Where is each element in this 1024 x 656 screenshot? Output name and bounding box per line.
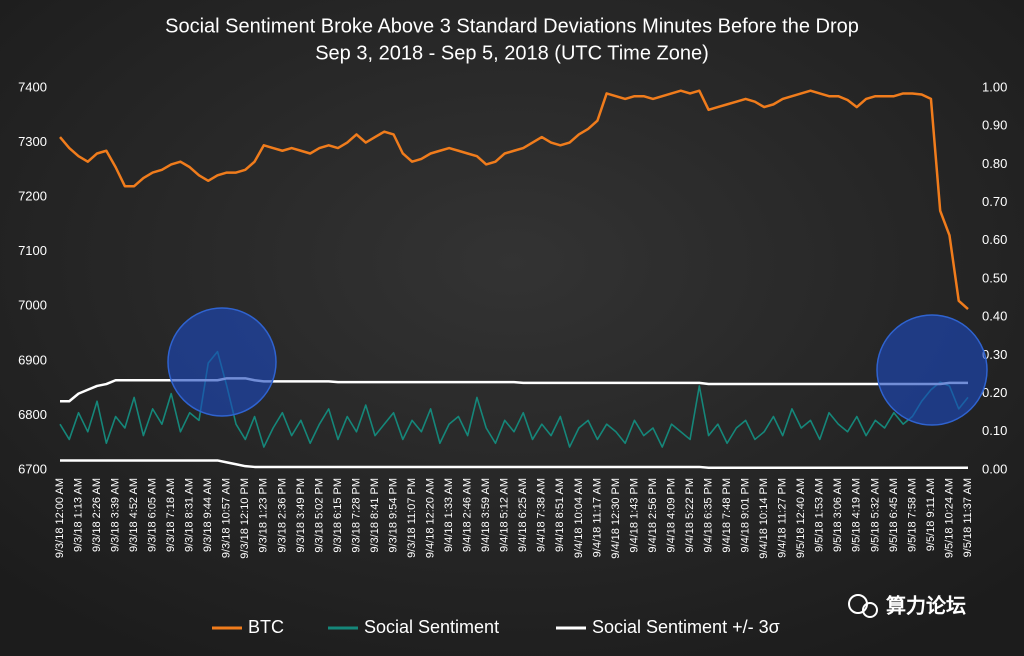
y-tick-label: 7100	[18, 243, 47, 258]
x-tick-label: 9/3/18 2:26 AM	[91, 478, 103, 552]
x-tick-label: 9/4/18 5:22 PM	[684, 478, 696, 553]
x-tick-label: 9/3/18 8:41 PM	[369, 478, 381, 553]
x-tick-label: 9/5/18 7:58 AM	[906, 478, 918, 552]
x-tick-label: 9/3/18 4:52 AM	[128, 478, 140, 552]
x-tick-label: 9/5/18 10:24 AM	[943, 478, 955, 558]
y2-tick-label: 1.00	[982, 79, 1007, 94]
x-tick-label: 9/5/18 6:45 AM	[888, 478, 900, 552]
y2-tick-label: 0.50	[982, 270, 1007, 285]
x-tick-label: 9/3/18 7:18 AM	[165, 478, 177, 552]
x-tick-label: 9/3/18 7:28 PM	[350, 478, 362, 553]
highlight-circle	[876, 314, 988, 426]
x-tick-label: 9/4/18 10:14 PM	[758, 478, 770, 559]
x-tick-label: 9/4/18 11:27 PM	[777, 478, 789, 558]
x-tick-label: 9/4/18 8:51 AM	[554, 478, 566, 552]
x-tick-label: 9/4/18 7:48 PM	[721, 478, 733, 553]
y2-tick-label: 0.80	[982, 156, 1007, 171]
x-tick-label: 9/3/18 6:15 PM	[332, 478, 344, 553]
x-tick-label: 9/3/18 11:07 PM	[406, 478, 418, 558]
y-tick-label: 7200	[18, 189, 47, 204]
x-tick-label: 9/4/18 7:38 AM	[536, 478, 548, 552]
x-tick-label: 9/5/18 5:32 AM	[869, 478, 881, 552]
y2-tick-label: 0.10	[982, 423, 1007, 438]
y2-tick-label: 0.20	[982, 385, 1007, 400]
series-line-lower	[60, 459, 968, 469]
watermark: 算力论坛	[848, 593, 966, 618]
chart-title: Social Sentiment Broke Above 3 Standard …	[165, 15, 859, 37]
y2-tick-label: 0.70	[982, 194, 1007, 209]
y-tick-label: 7000	[18, 298, 47, 313]
legend-label: Social Sentiment	[364, 617, 499, 637]
x-tick-label: 9/4/18 6:35 PM	[702, 478, 714, 553]
x-tick-label: 9/4/18 11:17 AM	[591, 478, 603, 557]
watermark-text: 算力论坛	[886, 593, 966, 617]
x-tick-label: 9/3/18 12:10 PM	[239, 478, 251, 559]
y2-tick-label: 0.60	[982, 232, 1007, 247]
y-tick-label: 6900	[18, 352, 47, 367]
x-tick-label: 9/5/18 11:37 AM	[962, 478, 974, 557]
x-tick-label: 9/4/18 10:04 AM	[573, 478, 585, 558]
x-tick-label: 9/3/18 2:36 PM	[276, 478, 288, 553]
y2-tick-label: 0.00	[982, 461, 1007, 476]
x-tick-label: 9/3/18 3:49 PM	[295, 478, 307, 553]
x-tick-label: 9/3/18 6:05 AM	[147, 478, 159, 552]
x-tick-label: 9/4/18 12:30 PM	[610, 478, 622, 559]
x-tick-label: 9/3/18 3:39 AM	[109, 478, 121, 552]
x-tick-label: 9/5/18 4:19 AM	[851, 478, 863, 552]
x-tick-label: 9/3/18 1:23 PM	[258, 478, 270, 553]
x-tick-label: 9/4/18 4:09 PM	[665, 478, 677, 553]
x-tick-label: 9/5/18 3:06 AM	[832, 478, 844, 552]
x-tick-label: 9/4/18 1:33 AM	[443, 478, 455, 552]
x-tick-label: 9/4/18 12:20 AM	[425, 478, 437, 558]
x-tick-label: 9/3/18 5:02 PM	[313, 478, 325, 553]
chart-subtitle: Sep 3, 2018 - Sep 5, 2018 (UTC Time Zone…	[315, 42, 709, 64]
x-tick-label: 9/3/18 9:44 AM	[202, 478, 214, 552]
x-tick-label: 9/4/18 2:46 AM	[462, 478, 474, 552]
x-tick-label: 9/4/18 6:25 AM	[517, 478, 529, 552]
y-tick-label: 6700	[18, 461, 47, 476]
watermark-icon	[862, 602, 878, 618]
x-tick-label: 9/4/18 9:01 PM	[740, 478, 752, 553]
legend-label: Social Sentiment +/- 3σ	[592, 617, 780, 637]
y-tick-label: 6800	[18, 407, 47, 422]
x-tick-label: 9/4/18 5:12 AM	[499, 478, 511, 552]
x-tick-label: 9/4/18 2:56 PM	[647, 478, 659, 553]
series-line	[59, 89, 969, 310]
legend-label: BTC	[248, 617, 284, 637]
y-tick-label: 7300	[18, 134, 47, 149]
x-tick-label: 9/3/18 9:54 PM	[387, 478, 399, 553]
x-tick-label: 9/4/18 1:43 PM	[628, 478, 640, 553]
x-tick-label: 9/4/18 3:59 AM	[480, 478, 492, 552]
x-tick-label: 9/3/18 1:13 AM	[72, 478, 84, 552]
x-tick-label: 9/5/18 12:40 AM	[795, 478, 807, 558]
y2-tick-label: 0.30	[982, 347, 1007, 362]
x-tick-label: 9/3/18 12:00 AM	[54, 478, 66, 558]
y2-tick-label: 0.40	[982, 309, 1007, 324]
x-tick-label: 9/5/18 9:11 AM	[925, 478, 937, 551]
y2-tick-label: 0.90	[982, 118, 1007, 133]
x-tick-label: 9/3/18 10:57 AM	[221, 478, 233, 558]
y-tick-label: 7400	[18, 79, 47, 94]
x-tick-label: 9/3/18 8:31 AM	[184, 478, 196, 552]
x-tick-label: 9/5/18 1:53 AM	[814, 478, 826, 552]
highlight-circle	[167, 307, 277, 417]
